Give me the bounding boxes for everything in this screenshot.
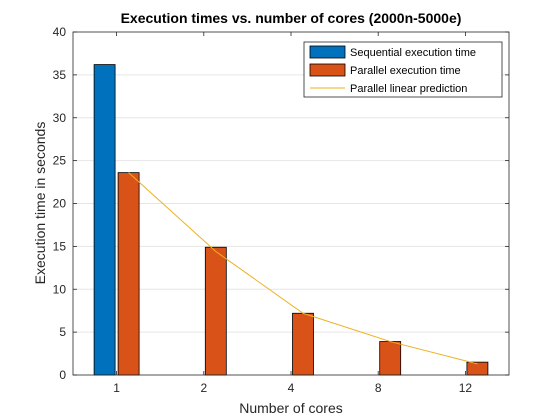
x-tick-label: 1	[113, 381, 120, 395]
legend-label-parallel: Parallel execution time	[350, 65, 461, 77]
prediction-line-group	[128, 172, 478, 365]
bars	[93, 64, 489, 376]
bar-parallel	[379, 341, 402, 376]
y-tick-label: 5	[59, 325, 66, 339]
legend: Sequential execution time Parallel execu…	[303, 41, 503, 98]
y-tick-label: 40	[53, 25, 67, 39]
legend-swatch-sequential	[309, 45, 346, 59]
y-tick-label: 20	[53, 197, 67, 211]
x-axis-label: Number of cores	[239, 400, 342, 416]
y-tick-label: 15	[53, 239, 67, 253]
y-axis-label: Execution time in seconds	[32, 122, 48, 285]
legend-swatch-parallel	[309, 63, 346, 77]
y-tick-label: 10	[53, 282, 67, 296]
x-tick-label: 4	[288, 381, 295, 395]
bar-parallel	[292, 312, 314, 376]
prediction-line	[128, 172, 478, 365]
legend-label-sequential: Sequential execution time	[350, 47, 476, 59]
bar-parallel	[117, 172, 140, 376]
y-tick-label: 30	[53, 111, 67, 125]
legend-label-prediction: Parallel linear prediction	[350, 83, 467, 95]
bar-parallel	[204, 246, 227, 376]
x-tick-label: 8	[375, 381, 382, 395]
chart-title: Execution times vs. number of cores (200…	[121, 10, 462, 26]
y-tick-label: 25	[53, 154, 67, 168]
y-tick-label: 35	[53, 68, 67, 82]
x-tick-label: 12	[459, 381, 473, 395]
bar-sequential	[93, 64, 116, 376]
bar-parallel	[466, 361, 489, 376]
x-tick-label: 2	[200, 381, 207, 395]
y-tick-label: 0	[59, 368, 66, 382]
